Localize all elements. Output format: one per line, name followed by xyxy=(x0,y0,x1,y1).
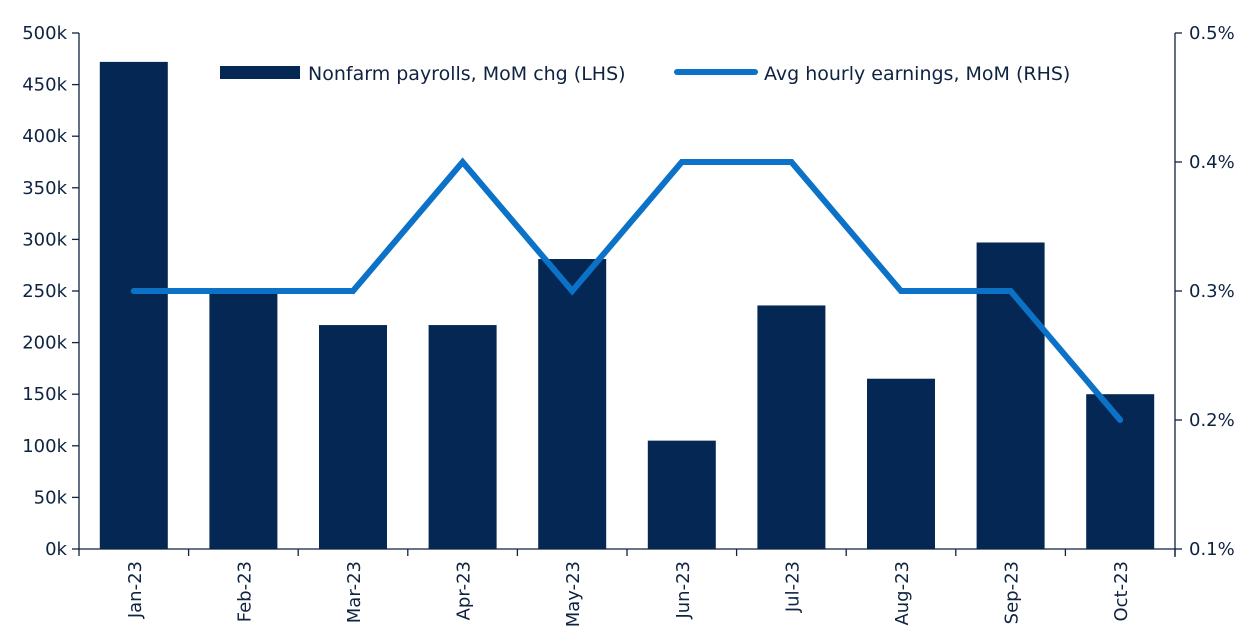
bar-May-23 xyxy=(538,259,607,549)
right-tick-label: 0.2% xyxy=(1189,410,1235,431)
x-tick-label: Apr-23 xyxy=(454,561,475,620)
bar-Jun-23 xyxy=(647,440,716,549)
right-tick-label: 0.1% xyxy=(1189,539,1235,560)
left-tick-label: 500k xyxy=(22,23,67,44)
left-tick-label: 350k xyxy=(22,178,67,199)
left-tick-label: 150k xyxy=(22,384,67,405)
bar-Aug-23 xyxy=(867,378,935,549)
left-tick-label: 450k xyxy=(22,75,67,96)
left-y-axis: 0k 50k 100k 150k 200k 250k 300k 350k 400k 450k 500… xyxy=(22,23,80,560)
earnings-line xyxy=(130,157,1124,423)
x-tick-label: Jan-23 xyxy=(125,561,146,619)
x-tick-label: May-23 xyxy=(563,561,584,627)
payrolls-bars xyxy=(99,61,1155,550)
x-tick-label: Mar-23 xyxy=(344,561,365,623)
left-tick-label: 400k xyxy=(22,126,67,147)
legend: Nonfarm payrolls, MoM chg (LHS) Avg hour… xyxy=(220,63,1070,85)
x-axis: Jan-23 Feb-23 Mar-23 Apr-23 May-23 Jun-23 Jul-… xyxy=(78,548,1176,627)
right-tick-label: 0.4% xyxy=(1189,152,1235,173)
x-tick-label: Sep-23 xyxy=(1002,561,1023,624)
legend-bar-label: Nonfarm payrolls, MoM chg (LHS) xyxy=(308,63,626,85)
left-tick-label: 50k xyxy=(34,487,68,508)
legend-bar-swatch xyxy=(220,66,300,79)
left-tick-label: 0k xyxy=(45,539,67,560)
left-tick-label: 250k xyxy=(22,281,67,302)
right-y-axis: 0.1% 0.2% 0.3% 0.4% 0.5% xyxy=(1174,23,1235,560)
x-tick-label: Jul-23 xyxy=(782,561,803,613)
bar-Jul-23 xyxy=(757,305,826,549)
bar-Mar-23 xyxy=(319,325,387,549)
x-tick-label: Oct-23 xyxy=(1111,561,1132,622)
left-tick-label: 300k xyxy=(22,229,67,250)
left-tick-label: 200k xyxy=(22,333,67,354)
legend-line-label: Avg hourly earnings, MoM (RHS) xyxy=(764,63,1070,85)
x-tick-label: Aug-23 xyxy=(892,561,913,626)
right-tick-label: 0.3% xyxy=(1189,281,1235,302)
right-tick-label: 0.5% xyxy=(1189,23,1235,44)
bar-Apr-23 xyxy=(428,325,497,549)
bar-Feb-23 xyxy=(209,293,278,549)
bar-Jan-23 xyxy=(99,61,168,550)
left-tick-label: 100k xyxy=(22,436,67,457)
x-tick-label: Jun-23 xyxy=(673,561,694,620)
x-tick-label: Feb-23 xyxy=(234,561,255,622)
